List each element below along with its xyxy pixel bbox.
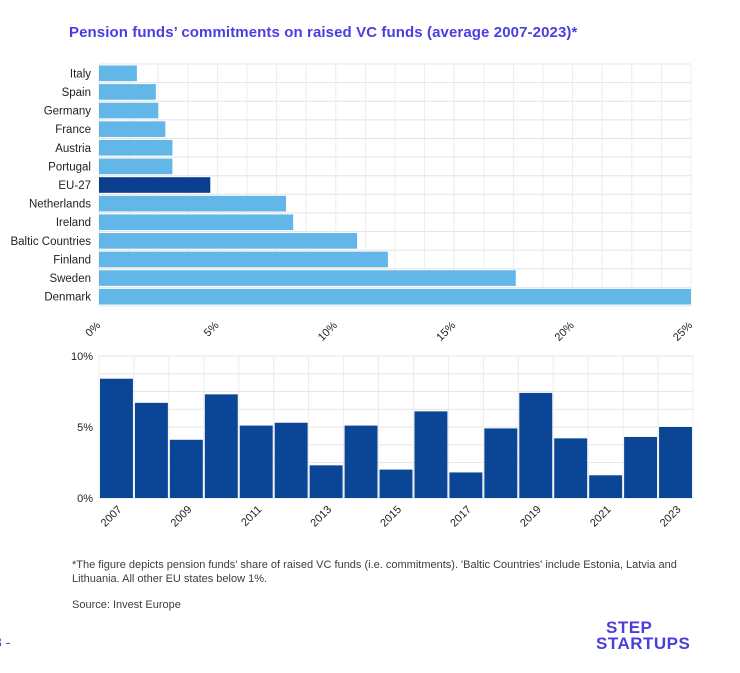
category-label: Portugal — [48, 161, 91, 173]
category-label: France — [55, 124, 91, 136]
category-label: Sweden — [49, 273, 91, 285]
category-label: Germany — [44, 106, 92, 118]
bar-2019 — [519, 392, 553, 498]
bar-2009 — [169, 439, 203, 498]
x-tick-label: 2023 — [658, 504, 684, 530]
bar-2008 — [134, 402, 168, 498]
category-label: Ireland — [56, 217, 91, 229]
bar-baltic-countries — [99, 233, 358, 249]
x-tick-label: 2009 — [169, 504, 195, 530]
x-tick-label: 2021 — [588, 504, 614, 530]
x-tick-label: 2015 — [378, 504, 404, 530]
bar-2017 — [449, 472, 483, 498]
bar-2012 — [274, 422, 308, 498]
category-label: Denmark — [44, 292, 91, 304]
bar-netherlands — [99, 195, 287, 212]
x-tick-label: 2007 — [99, 504, 125, 530]
category-label: Austria — [55, 143, 91, 155]
bar-sweden — [99, 270, 516, 286]
bar-2018 — [484, 428, 518, 498]
bar-2015 — [379, 469, 413, 498]
bar-2023 — [659, 427, 692, 498]
x-tick-label: 2017 — [448, 504, 474, 530]
bar-2013 — [309, 465, 343, 498]
x-tick-label: 2019 — [518, 504, 544, 530]
bar-2014 — [344, 425, 378, 498]
source-note: Source: Invest Europe — [72, 599, 181, 611]
x-tick-label: 0% — [83, 319, 103, 339]
logo-line-2: STARTUPS — [596, 634, 691, 653]
x-tick-label: 25% — [671, 319, 695, 343]
logo-line-1: STEP — [606, 618, 653, 637]
bar-italy — [99, 65, 137, 82]
category-label: Baltic Countries — [10, 236, 91, 248]
bar-2020 — [554, 438, 588, 498]
bar-2011 — [239, 425, 273, 498]
y-tick-label: 5% — [77, 422, 93, 434]
page-number: 3 - — [0, 634, 11, 650]
bar-portugal — [99, 158, 173, 175]
category-label: Spain — [62, 87, 91, 99]
bar-2016 — [414, 411, 448, 498]
x-tick-label: 5% — [202, 319, 222, 339]
x-tick-label: 2013 — [308, 504, 334, 530]
bar-denmark — [99, 288, 691, 305]
x-tick-label: 15% — [434, 319, 458, 343]
category-label: EU-27 — [58, 180, 91, 192]
bar-ireland — [99, 214, 294, 231]
bar-spain — [99, 84, 156, 100]
bar-finland — [99, 251, 388, 268]
bar-austria — [99, 139, 173, 156]
step-startups-logo: STEP STARTUPS — [596, 618, 696, 654]
bar-2021 — [589, 475, 623, 498]
y-tick-label: 10% — [71, 351, 93, 363]
chart-title: Pension funds’ commitments on raised VC … — [69, 24, 578, 41]
x-tick-label: 20% — [553, 319, 577, 343]
category-label: Finland — [53, 254, 91, 266]
x-tick-label: 10% — [316, 319, 340, 343]
footnote: *The figure depicts pension funds’ share… — [72, 559, 677, 585]
bar-germany — [99, 102, 159, 119]
bar-2007 — [100, 378, 133, 498]
bar-eu-27 — [99, 177, 211, 193]
bar-2022 — [624, 436, 658, 498]
y-tick-label: 0% — [77, 493, 93, 505]
x-tick-label: 2011 — [239, 504, 264, 529]
category-label: Netherlands — [29, 199, 91, 211]
category-label: Italy — [70, 68, 91, 80]
bar-2010 — [204, 394, 238, 498]
bar-france — [99, 121, 166, 137]
